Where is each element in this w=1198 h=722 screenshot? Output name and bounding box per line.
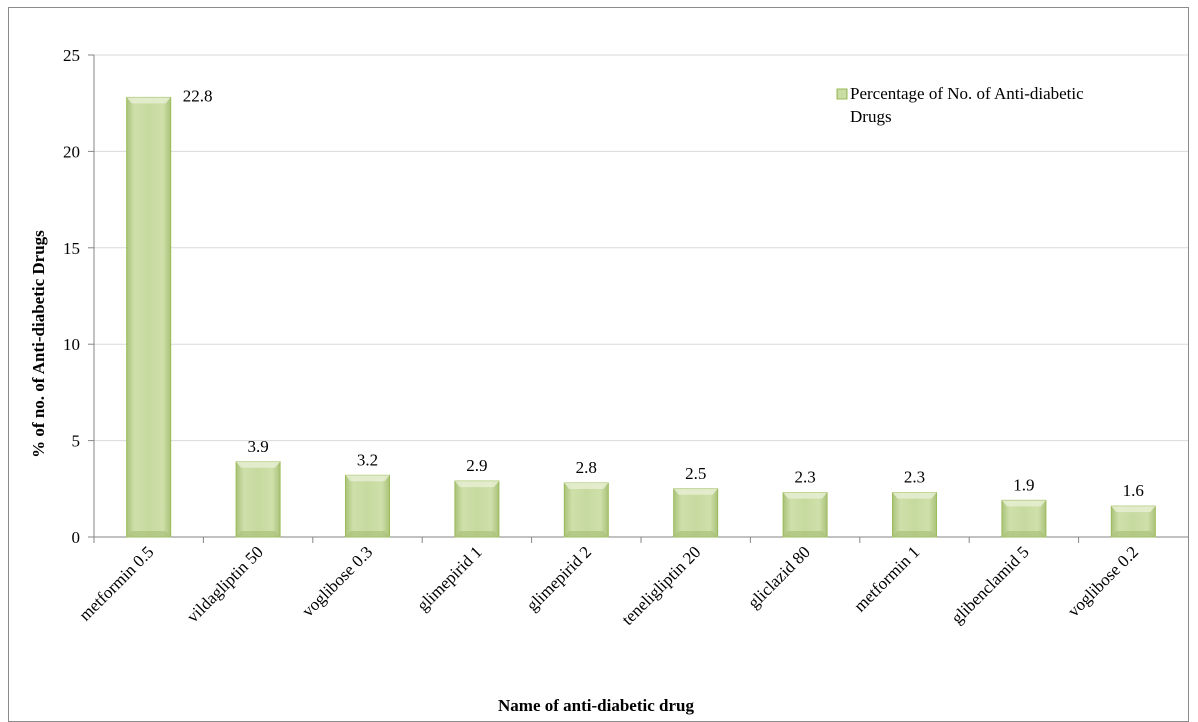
bar: [782, 492, 828, 538]
data-label: 2.3: [794, 468, 815, 487]
bar-top-bevel: [1111, 506, 1156, 513]
legend-swatch: [836, 88, 848, 100]
bar: [126, 96, 172, 538]
data-label: 1.9: [1013, 475, 1034, 494]
y-tick-label: 15: [63, 239, 80, 258]
x-tick-label: glibenclamid 5: [948, 542, 1033, 627]
bar-top-bevel: [345, 475, 390, 482]
y-tick-labels: 0 5 10 15 20 25: [63, 46, 80, 547]
x-tick-label: gliclazid 80: [744, 542, 814, 612]
bar-bottom-bevel: [783, 531, 828, 537]
x-tick-label: voglibose 0.2: [1064, 542, 1142, 620]
x-tick-label: glimepirid 2: [523, 542, 596, 615]
bar: [892, 492, 937, 538]
x-tick-label: voglibose 0.3: [298, 542, 376, 620]
bar-bottom-bevel: [126, 531, 171, 537]
bar-body: [454, 480, 500, 538]
bar: [563, 482, 609, 538]
bars: [126, 96, 1156, 538]
bar: [673, 488, 719, 538]
bar: [235, 461, 281, 538]
data-label: 22.8: [183, 86, 213, 105]
x-tick-labels: metformin 0.5 vildagliptin 50 voglibose 0.…: [75, 542, 1142, 629]
x-tick-label: metformin 1: [850, 542, 923, 615]
bar: [454, 480, 500, 538]
bar-top-bevel: [673, 488, 718, 495]
bar-bottom-bevel: [1111, 531, 1156, 537]
bar-top-bevel: [892, 492, 937, 499]
y-tick-label: 20: [63, 142, 80, 161]
bar-bottom-bevel: [892, 531, 937, 537]
bar: [1110, 505, 1156, 538]
bar-body: [1001, 499, 1047, 538]
bar-bottom-bevel: [345, 531, 390, 537]
y-axis-title: % of no. of Anti-diabetic Drugs: [29, 230, 48, 458]
x-tick-label: glimepirid 1: [413, 542, 486, 615]
data-label: 2.9: [466, 456, 487, 475]
bar: [345, 474, 390, 538]
legend-label-line-1: Percentage of No. of Anti-diabetic: [850, 84, 1084, 103]
y-tick-label: 5: [72, 432, 81, 451]
data-label: 3.2: [357, 450, 378, 469]
bar-body: [563, 482, 609, 538]
bar-top-bevel: [783, 492, 828, 499]
x-tick-label: metformin 0.5: [75, 542, 157, 624]
bar-body: [782, 492, 828, 538]
x-tick-label: vildagliptin 50: [183, 542, 267, 626]
bar-top-bevel: [126, 97, 171, 104]
y-tick-label: 25: [63, 46, 80, 65]
bar-bottom-bevel: [673, 531, 718, 537]
bar-body: [235, 461, 281, 538]
data-label: 2.8: [576, 458, 597, 477]
data-labels: 22.8 3.9 3.2 2.9 2.8 2.5 2.3 2.3 1.9 1.6: [183, 86, 1144, 500]
data-label: 3.9: [247, 437, 268, 456]
bar-top-bevel: [1001, 500, 1046, 507]
legend-label-line-2: Drugs: [850, 107, 892, 126]
y-tick-label: 10: [63, 335, 80, 354]
x-tick-label: teneligliptin 20: [618, 542, 705, 629]
bar: [1001, 499, 1047, 538]
bar-bottom-bevel: [564, 531, 609, 537]
y-tick-label: 0: [72, 528, 81, 547]
gridlines: [94, 54, 1188, 442]
data-label: 2.3: [904, 468, 925, 487]
data-label: 2.5: [685, 464, 706, 483]
bar-top-bevel: [564, 483, 609, 490]
data-label: 1.6: [1123, 481, 1144, 500]
bar-top-bevel: [236, 461, 281, 468]
x-axis-title: Name of anti-diabetic drug: [498, 696, 694, 715]
bar-body: [673, 488, 719, 538]
bar-bottom-bevel: [1001, 531, 1046, 537]
legend: Percentage of No. of Anti-diabetic Drugs: [836, 84, 1084, 126]
bar-body: [126, 96, 172, 538]
bar-top-bevel: [454, 481, 499, 488]
bar-body: [892, 492, 937, 538]
bar-body: [345, 474, 390, 538]
bar-bottom-bevel: [236, 531, 281, 537]
bar-bottom-bevel: [454, 531, 499, 537]
chart-frame: [8, 7, 1189, 722]
